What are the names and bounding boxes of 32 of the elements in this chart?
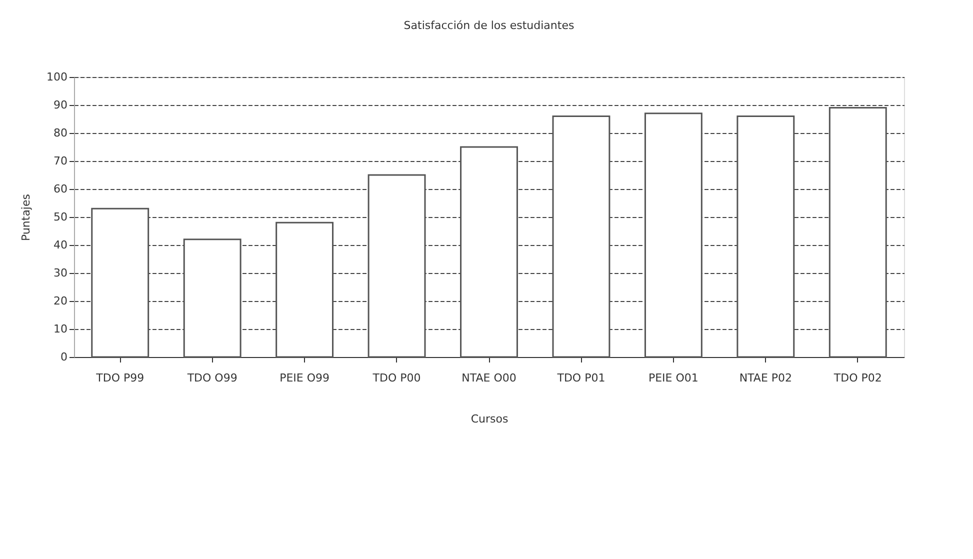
y-tick-label: 30 bbox=[54, 266, 68, 280]
x-tick-label: PEIE O99 bbox=[280, 372, 330, 384]
y-axis-title: Puntajes bbox=[20, 194, 33, 241]
y-tick-label: 60 bbox=[54, 182, 68, 196]
bar bbox=[368, 174, 426, 358]
bar bbox=[276, 222, 334, 358]
y-tick-label: 70 bbox=[54, 154, 68, 168]
y-tick-label: 0 bbox=[60, 350, 68, 364]
x-tick-label: PEIE O01 bbox=[648, 372, 698, 384]
y-tick-label: 90 bbox=[54, 98, 68, 112]
chart-title: Satisfacción de los estudiantes bbox=[404, 19, 574, 32]
x-axis-title: Cursos bbox=[470, 412, 508, 426]
y-tick-label: 40 bbox=[54, 238, 68, 252]
bar bbox=[552, 115, 610, 358]
bar bbox=[91, 208, 150, 358]
x-tick-label: NTAE P02 bbox=[739, 372, 792, 384]
x-tick-label: TDO P99 bbox=[95, 372, 144, 384]
bar bbox=[736, 115, 795, 358]
bar bbox=[460, 146, 518, 358]
x-tick-label: TDO O99 bbox=[186, 372, 238, 384]
x-tick-label: TDO P00 bbox=[372, 372, 421, 384]
x-tick-label: TDO P01 bbox=[556, 372, 606, 384]
y-tick-label: 80 bbox=[54, 126, 68, 140]
bar bbox=[644, 112, 702, 358]
bar bbox=[828, 107, 887, 358]
y-tick-label: 100 bbox=[46, 70, 68, 84]
y-tick-label: 20 bbox=[54, 294, 68, 308]
x-tick-label: NTAE O00 bbox=[462, 372, 516, 384]
y-tick-label: 50 bbox=[54, 210, 68, 224]
bar bbox=[183, 238, 242, 358]
x-tick-label: TDO P02 bbox=[832, 372, 882, 384]
y-tick-label: 10 bbox=[54, 322, 68, 336]
